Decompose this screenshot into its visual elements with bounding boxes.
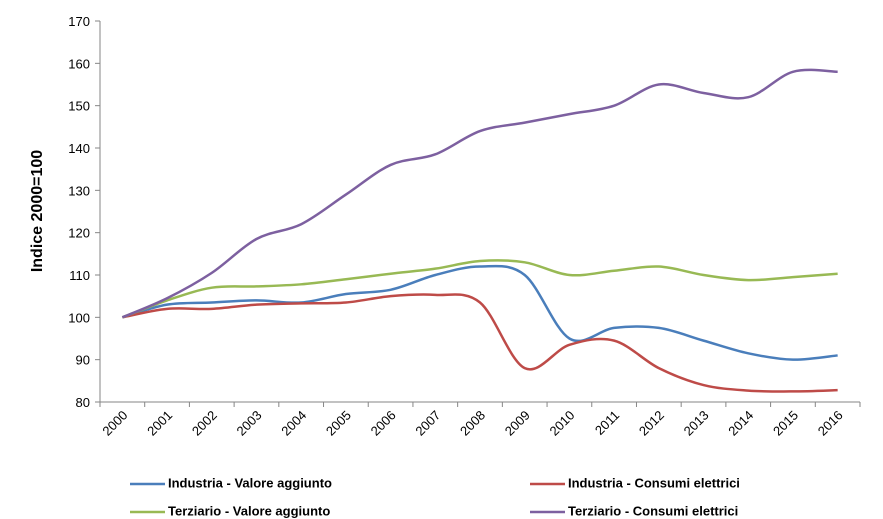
x-tick-label: 2013 — [681, 408, 712, 439]
x-tick-label: 2002 — [189, 408, 220, 439]
y-tick-label: 80 — [76, 395, 90, 410]
legend-label: Terziario - Valore aggiunto — [168, 503, 330, 518]
series-line — [122, 293, 838, 393]
x-tick-label: 2009 — [502, 408, 533, 439]
y-tick-label: 90 — [76, 353, 90, 368]
x-tick-label: 2010 — [546, 408, 577, 439]
y-tick-label: 160 — [68, 56, 90, 71]
series-line — [121, 68, 838, 319]
x-tick-label: 2016 — [815, 408, 846, 439]
legend: Industria - Valore aggiunto Industria - C… — [130, 475, 740, 518]
legend-label: Industria - Valore aggiunto — [168, 475, 332, 490]
x-tick-label: 2006 — [368, 408, 399, 439]
y-tick-label: 150 — [68, 99, 90, 114]
x-tick-label: 2008 — [457, 408, 488, 439]
series-line — [122, 264, 838, 361]
y-tick-label: 100 — [68, 310, 90, 325]
x-tick-label: 2005 — [323, 408, 354, 439]
y-axis-label: Indice 2000=100 — [29, 150, 46, 272]
x-tick-label: 2012 — [636, 408, 667, 439]
x-tick-label: 2007 — [412, 408, 443, 439]
y-tick-label: 110 — [69, 268, 90, 283]
x-tick-label: 2014 — [725, 408, 756, 439]
y-tick-label: 170 — [68, 14, 90, 29]
x-tick-label: 2004 — [278, 408, 309, 439]
legend-label: Industria - Consumi elettrici — [568, 475, 740, 490]
x-tick-label: 2011 — [592, 408, 622, 438]
legend-label: Terziario - Consumi elettrici — [568, 503, 738, 518]
y-tick-label: 120 — [68, 226, 90, 241]
y-tick-label: 140 — [68, 141, 90, 156]
x-tick-label: 2003 — [234, 408, 265, 439]
x-tick-label: 2000 — [99, 408, 130, 439]
y-tick-label: 130 — [68, 183, 90, 198]
x-tick-label: 2015 — [770, 408, 801, 439]
x-tick-label: 2001 — [144, 408, 175, 439]
series-line — [121, 259, 838, 319]
